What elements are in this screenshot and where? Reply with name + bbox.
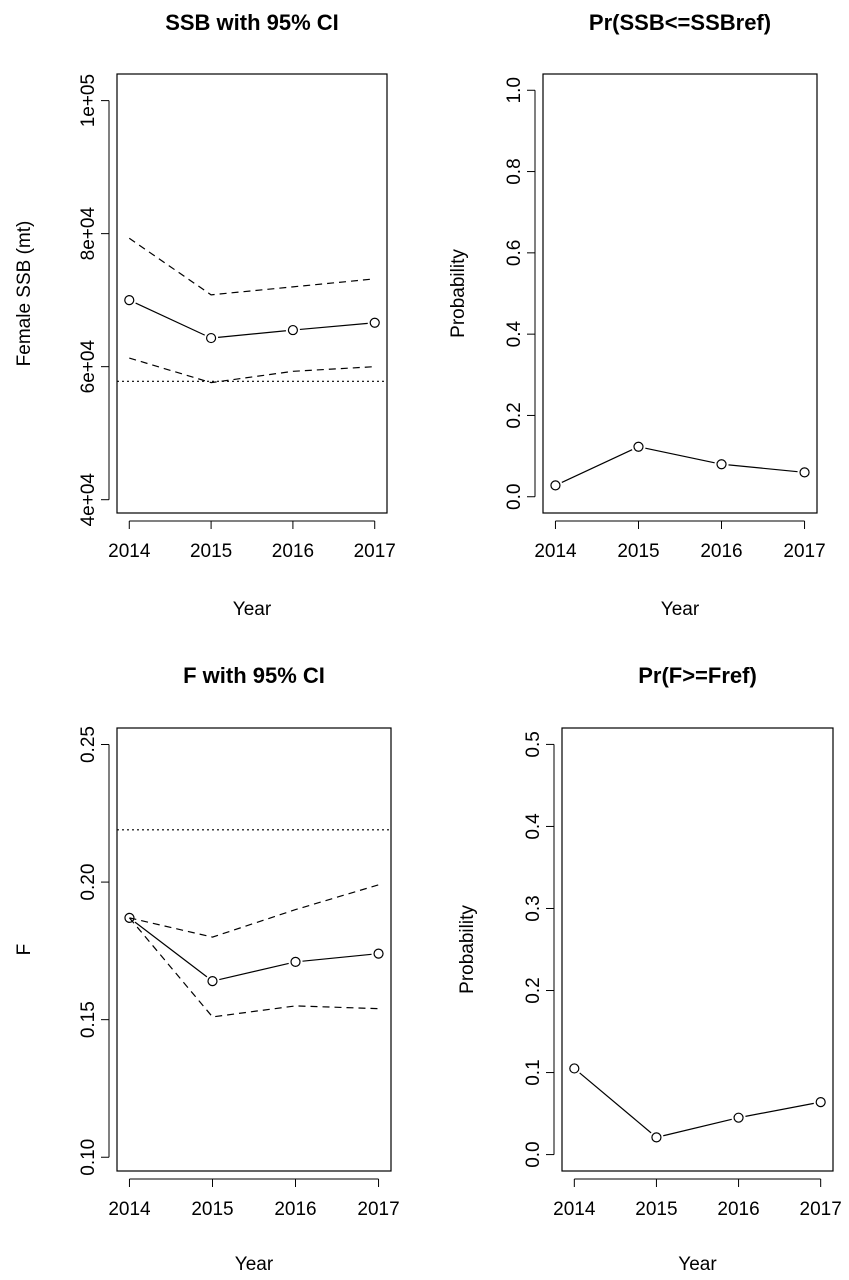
y-tick-label: 0.8 xyxy=(504,158,525,184)
y-tick-label: 0.4 xyxy=(523,813,544,840)
data-point xyxy=(569,1063,580,1074)
y-tick-label: 0.2 xyxy=(504,402,525,428)
y-tick-label: 0.6 xyxy=(504,240,525,266)
data-point xyxy=(290,956,301,967)
estimate-line-segment xyxy=(217,330,287,338)
estimate-line-segment xyxy=(134,921,208,978)
data-point xyxy=(124,295,135,306)
y-tick-label: 0.2 xyxy=(523,977,544,1003)
chart-title: SSB with 95% CI xyxy=(165,10,339,35)
estimate-line-segment xyxy=(219,962,289,981)
y-axis-label: Female SSB (mt) xyxy=(14,221,35,367)
data-point xyxy=(550,480,561,491)
y-tick-label: 0.0 xyxy=(504,484,525,510)
x-tick-label: 2015 xyxy=(191,1199,233,1220)
lower-ci-line xyxy=(128,917,379,1018)
chart-panel-4: Pr(F>=Fref) Year Probability 2014 2015 2016 20… xyxy=(457,663,842,1275)
x-tick-label: 2016 xyxy=(717,1199,759,1220)
x-tick-label: 2016 xyxy=(274,1199,316,1220)
y-axis-label: Probability xyxy=(457,905,478,994)
y-tick-label: 0.5 xyxy=(523,731,544,757)
y-tick-label: 4e+04 xyxy=(78,473,99,527)
estimate-line-segment xyxy=(645,447,715,464)
x-tick-label: 2017 xyxy=(800,1199,842,1220)
estimate-line-segment xyxy=(579,1072,652,1134)
chart-title: Pr(F>=Fref) xyxy=(638,663,757,688)
y-tick-label: 0.15 xyxy=(78,1001,99,1038)
x-tick-label: 2015 xyxy=(635,1199,677,1220)
x-axis-label: Year xyxy=(235,1254,274,1275)
x-tick-label: 2014 xyxy=(553,1199,596,1220)
chart-panel-2: Pr(SSB<=SSBref) Year Probability 2014 2015 20… xyxy=(448,10,826,620)
estimate-line-segment xyxy=(135,302,205,336)
y-tick-label: 0.10 xyxy=(78,1139,99,1176)
chart-title: F with 95% CI xyxy=(183,663,325,688)
y-axis-label: Probability xyxy=(448,249,469,338)
x-tick-label: 2016 xyxy=(700,541,742,562)
x-axis-label: Year xyxy=(233,599,272,620)
estimate-line-segment xyxy=(299,322,368,331)
x-axis-label: Year xyxy=(678,1254,717,1275)
y-tick-label: 1.0 xyxy=(504,77,525,103)
data-point xyxy=(633,441,644,452)
y-tick-label: 0.25 xyxy=(78,726,99,763)
estimate-line-segment xyxy=(561,449,633,483)
x-tick-label: 2014 xyxy=(534,541,577,562)
x-tick-label: 2017 xyxy=(783,541,825,562)
x-tick-label: 2014 xyxy=(108,1199,151,1220)
data-point xyxy=(651,1132,662,1143)
upper-ci-line xyxy=(129,884,379,938)
x-tick-label: 2017 xyxy=(354,541,396,562)
chart-panel-1: SSB with 95% CI Year Female SSB (mt) 2014 20… xyxy=(14,10,396,620)
plot-frame xyxy=(116,727,392,1172)
estimate-line-segment xyxy=(745,1102,814,1117)
x-tick-label: 2015 xyxy=(190,541,232,562)
plot-frame xyxy=(542,73,818,514)
y-tick-label: 0.20 xyxy=(78,864,99,901)
y-tick-label: 0.3 xyxy=(523,895,544,921)
x-axis-label: Year xyxy=(661,599,700,620)
data-point xyxy=(815,1096,826,1108)
chart-panel-3: F with 95% CI Year F 2014 2015 2016 2017 0.10 0.… xyxy=(14,663,400,1275)
x-tick-label: 2015 xyxy=(617,541,659,562)
estimate-line-segment xyxy=(728,464,798,473)
data-point xyxy=(733,1112,744,1123)
data-point xyxy=(207,976,218,987)
y-axis-label: F xyxy=(14,944,35,956)
data-point xyxy=(799,467,810,478)
y-tick-label: 1e+05 xyxy=(78,74,99,127)
plot-frame xyxy=(116,73,388,514)
y-tick-label: 0.1 xyxy=(523,1059,544,1085)
y-tick-label: 0.0 xyxy=(523,1141,544,1167)
estimate-line-segment xyxy=(302,953,372,962)
data-point xyxy=(716,459,727,470)
estimate-line-segment xyxy=(663,1118,732,1137)
lower-ci-line xyxy=(129,357,375,384)
y-tick-label: 8e+04 xyxy=(78,207,99,261)
y-tick-label: 0.4 xyxy=(504,321,525,348)
data-point xyxy=(369,317,380,328)
data-point xyxy=(373,948,384,959)
upper-ci-line xyxy=(128,237,375,296)
data-point xyxy=(205,332,217,344)
chart-title: Pr(SSB<=SSBref) xyxy=(589,10,771,35)
x-tick-label: 2017 xyxy=(357,1199,399,1220)
x-tick-label: 2016 xyxy=(272,541,314,562)
data-point xyxy=(287,324,299,336)
plot-frame xyxy=(561,727,834,1172)
y-tick-label: 6e+04 xyxy=(78,340,99,394)
x-tick-label: 2014 xyxy=(108,541,151,562)
